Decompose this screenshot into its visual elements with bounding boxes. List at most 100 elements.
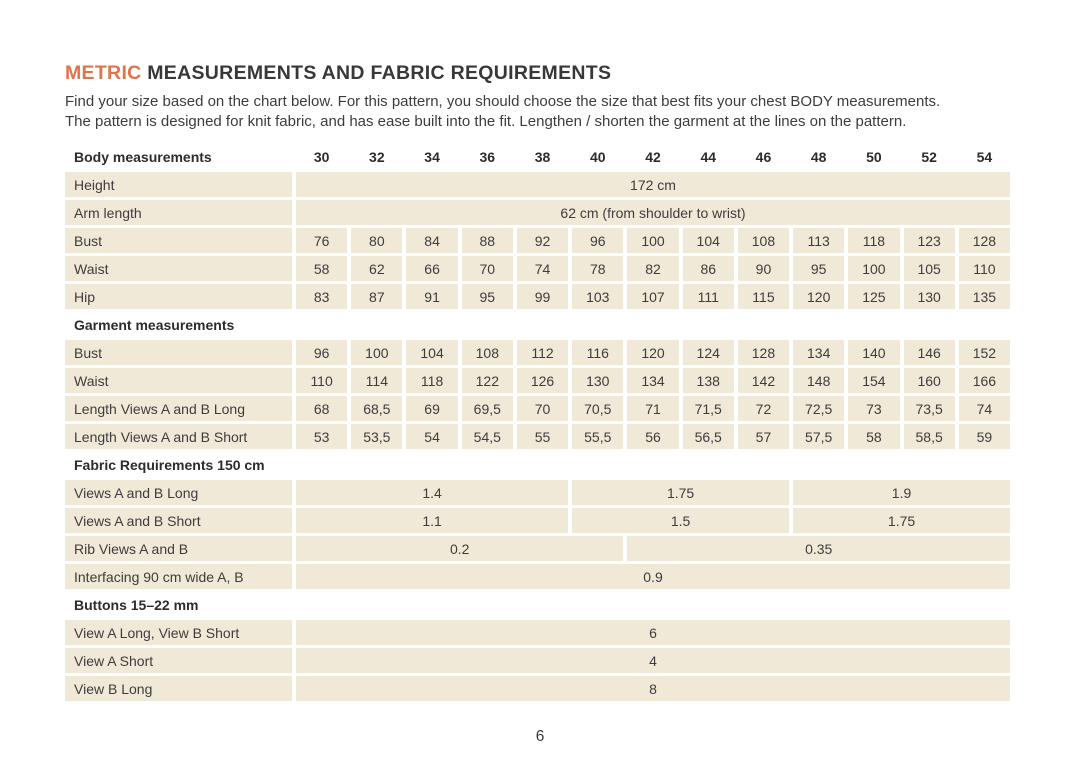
table-cell: 56 (627, 424, 679, 449)
table-cell: 103 (572, 284, 624, 309)
table-cell: 6 (296, 620, 1010, 645)
section-header: Fabric Requirements 150 cm (65, 452, 1010, 477)
table-cell: 92 (516, 228, 569, 253)
table-cell: 140 (848, 340, 900, 365)
size-column-header: 34 (424, 148, 440, 165)
table-cell: 138 (682, 368, 734, 393)
row-label: Length Views A and B Long (65, 396, 292, 421)
table-cell: 58 (848, 424, 900, 449)
table-cell: 128 (958, 228, 1010, 253)
table-cell: 54,5 (461, 424, 513, 449)
table-cell: 135 (958, 284, 1010, 309)
size-column-header: 36 (479, 148, 496, 165)
table-cell: 56,5 (682, 424, 734, 449)
table-cell: 59 (958, 424, 1010, 449)
row-label: Waist (65, 256, 292, 281)
table-cell: 107 (627, 284, 679, 309)
table-cell: 86 (682, 256, 734, 281)
table-cell: 104 (682, 228, 734, 253)
row-label: Views A and B Long (65, 480, 292, 505)
table-cell: 100 (848, 256, 900, 281)
table-cell: 62 cm (from shoulder to wrist) (296, 200, 1010, 225)
table-cell: 74 (958, 396, 1010, 421)
table-cell: 108 (461, 340, 513, 365)
table-cell: 105 (903, 256, 955, 281)
size-column-header: 46 (755, 148, 772, 165)
size-column-header: 38 (534, 148, 551, 165)
row-label: Height (65, 172, 292, 197)
table-cell: 1.4 (296, 480, 569, 505)
table-cell: 0.2 (296, 536, 624, 561)
table-cell: 76 (296, 228, 348, 253)
table-cell: 112 (516, 340, 569, 365)
table-cell: 1.75 (572, 480, 790, 505)
table-cell: 108 (737, 228, 790, 253)
table-cell: 104 (406, 340, 458, 365)
table-cell: 134 (627, 368, 679, 393)
page-title-rest: MEASUREMENTS AND FABRIC REQUIREMENTS (141, 62, 612, 84)
table-cell: 72,5 (793, 396, 845, 421)
table-cell: 70 (461, 256, 513, 281)
row-label: Length Views A and B Short (65, 424, 292, 449)
page-title: METRIC MEASUREMENTS AND FABRIC REQUIREME… (65, 62, 1080, 85)
table-cell: 58 (296, 256, 348, 281)
table-cell: 99 (516, 284, 569, 309)
row-label: Hip (65, 284, 292, 309)
table-cell: 57,5 (793, 424, 845, 449)
size-column-header: 32 (369, 148, 385, 165)
row-label: View A Short (65, 648, 292, 673)
table-cell: 114 (351, 368, 403, 393)
size-column-header: 54 (976, 148, 993, 165)
table-cell: 146 (903, 340, 955, 365)
intro-text: Find your size based on the chart below.… (65, 92, 1080, 131)
table-cell: 82 (627, 256, 679, 281)
table-cell: 118 (406, 368, 458, 393)
table-cell: 160 (903, 368, 955, 393)
table-cell: 122 (461, 368, 513, 393)
table-cell: 125 (848, 284, 900, 309)
size-column-header: 30 (313, 148, 330, 165)
row-label: Bust (65, 228, 292, 253)
size-column-header: 52 (921, 148, 937, 165)
size-column-header: 42 (645, 148, 661, 165)
table-cell: 57 (737, 424, 790, 449)
table-cell: 73,5 (903, 396, 955, 421)
table-cell: 142 (737, 368, 790, 393)
row-label: Views A and B Short (65, 508, 292, 533)
table-cell: 100 (627, 228, 679, 253)
size-column-header: 50 (866, 148, 882, 165)
table-cell: 95 (793, 256, 845, 281)
table-cell: 0.9 (296, 564, 1010, 589)
table-cell: 83 (296, 284, 348, 309)
row-label: Waist (65, 368, 292, 393)
table-cell: 55 (516, 424, 569, 449)
table-cell: 113 (793, 228, 845, 253)
table-cell: 53,5 (351, 424, 403, 449)
table-header-label: Body measurements (74, 148, 212, 165)
table-cell: 0.35 (627, 536, 1010, 561)
table-cell: 68,5 (351, 396, 403, 421)
table-cell: 73 (848, 396, 900, 421)
table-cell: 130 (903, 284, 955, 309)
row-label: View A Long, View B Short (65, 620, 292, 645)
table-cell: 87 (351, 284, 403, 309)
table-cell: 58,5 (903, 424, 955, 449)
size-column-header: 48 (810, 148, 827, 165)
table-cell: 71,5 (682, 396, 734, 421)
table-cell: 78 (572, 256, 624, 281)
table-cell: 134 (793, 340, 845, 365)
table-cell: 80 (351, 228, 403, 253)
size-column-header: 40 (589, 148, 606, 165)
size-column-header: 44 (700, 148, 717, 165)
table-cell: 1.5 (572, 508, 790, 533)
table-cell: 54 (406, 424, 458, 449)
measurement-table: Body measurements 30 32 34 36 38 40 42 44 46 48 50 5… (65, 144, 1010, 701)
table-cell: 1.1 (296, 508, 569, 533)
table-cell: 126 (516, 368, 569, 393)
table-cell: 4 (296, 648, 1010, 673)
table-cell: 115 (737, 284, 790, 309)
table-cell: 120 (627, 340, 679, 365)
row-label: Rib Views A and B (65, 536, 292, 561)
table-cell: 124 (682, 340, 734, 365)
table-cell: 84 (406, 228, 458, 253)
